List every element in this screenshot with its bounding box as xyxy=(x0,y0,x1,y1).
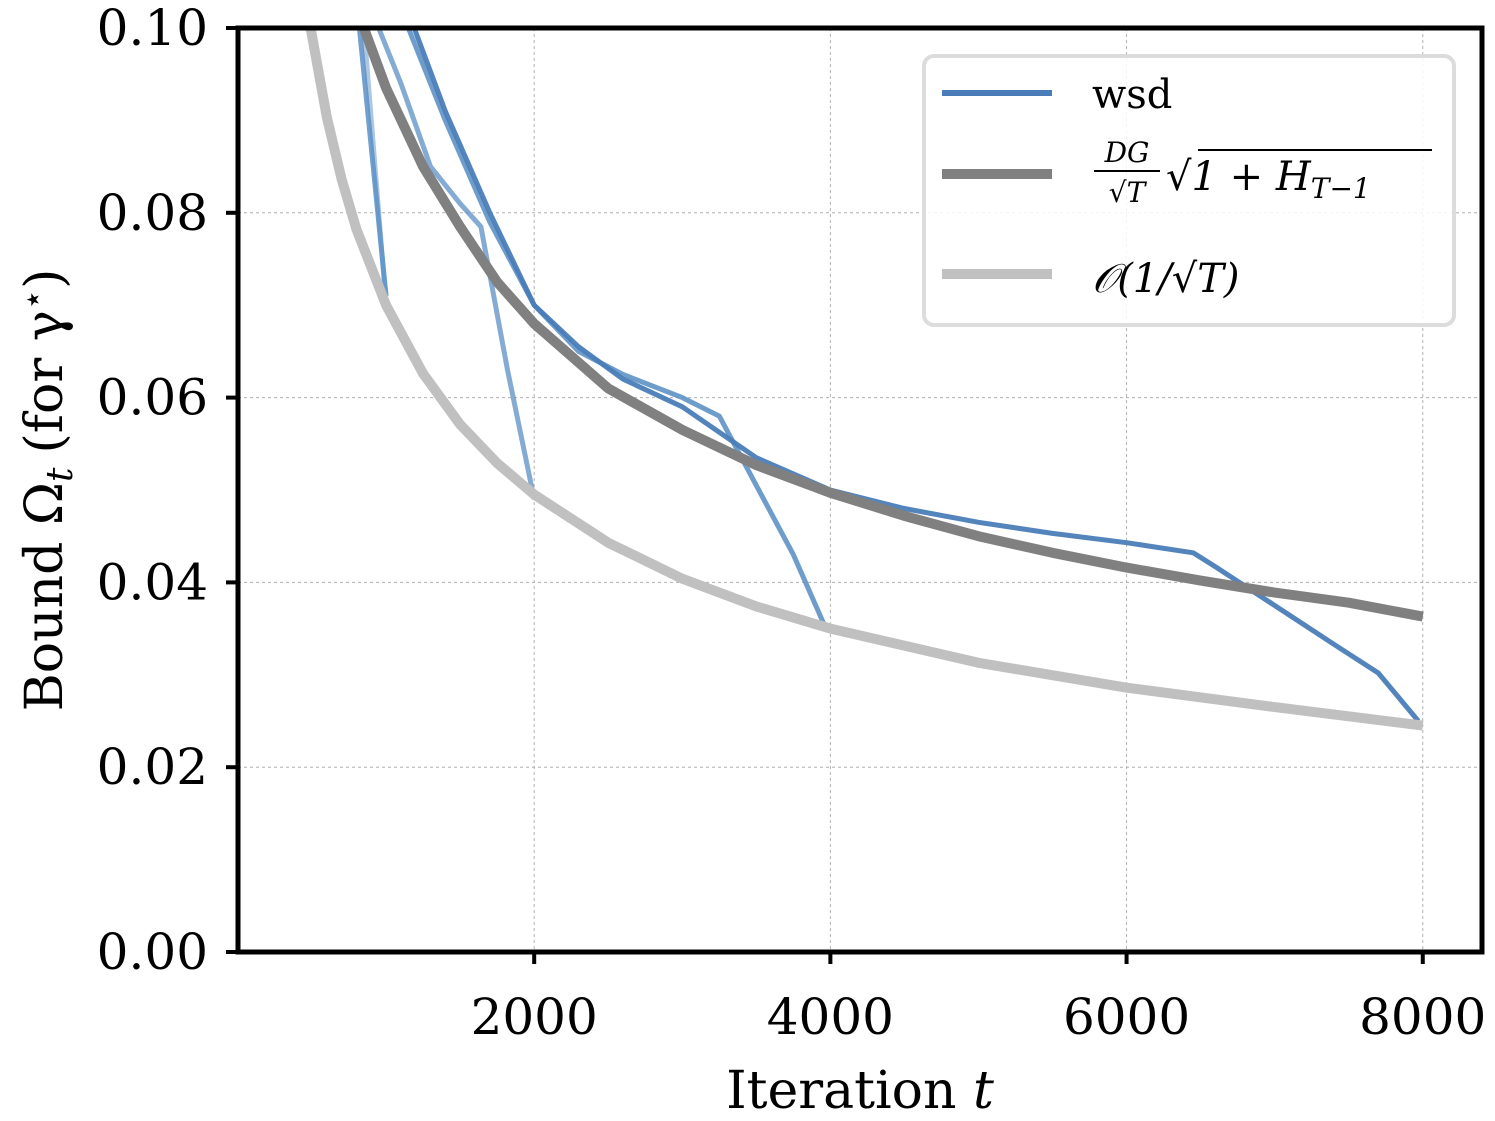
y-tick-label-0: 0.00 xyxy=(97,923,208,981)
x-tick-label-1: 4000 xyxy=(767,988,894,1046)
legend-bound-numerator: DG xyxy=(1104,136,1150,169)
legend-label-bound: DG √T √1 + HT−1 xyxy=(1094,136,1432,209)
y-tick-label-4: 0.08 xyxy=(97,184,208,242)
legend: wsd DG √T √1 + HT−1 𝒪(1/√T) xyxy=(922,54,1456,327)
legend-label-rate: 𝒪(1/√T) xyxy=(1092,256,1240,302)
x-axis-title: Iteration t xyxy=(726,1061,994,1121)
x-axis: 2000 4000 6000 8000 xyxy=(471,952,1486,1046)
legend-bound-expression: √1 + HT−1 xyxy=(1166,154,1371,205)
y-axis-title-text: Bound Ω xyxy=(15,482,75,711)
series-line-bound-5 xyxy=(359,26,1424,622)
y-axis: 0.00 0.02 0.04 0.06 0.08 0.10 xyxy=(97,0,238,981)
y-tick-label-3: 0.06 xyxy=(97,369,208,427)
y-axis-title-suffix: (for γ xyxy=(15,310,75,453)
legend-bound-expression-sub: T−1 xyxy=(1311,172,1371,205)
y-axis-title-close: ) xyxy=(15,269,75,289)
plot-frame xyxy=(235,25,1485,955)
plot-lines xyxy=(305,26,1424,731)
x-tick-label-0: 2000 xyxy=(471,988,598,1046)
x-tick-label-2: 6000 xyxy=(1063,988,1190,1046)
y-axis-title: Bound Ωt (for γ⋆) xyxy=(13,269,81,712)
series-line-wsd-3 xyxy=(405,27,829,630)
y-tick-label-5: 0.10 xyxy=(97,0,208,57)
series-line-wsd-4 xyxy=(411,27,1421,723)
legend-label-wsd: wsd xyxy=(1092,72,1172,118)
series-line-wsd-1 xyxy=(361,27,389,306)
series-line-wsd-2 xyxy=(376,27,537,500)
y-tick-label-2: 0.04 xyxy=(97,553,208,611)
series-line-rate-6 xyxy=(305,27,1424,731)
y-axis-title-sub: t xyxy=(40,467,81,482)
x-axis-title-text: Iteration xyxy=(726,1061,956,1121)
legend-bound-denominator: √T xyxy=(1109,176,1148,209)
legend-box xyxy=(922,54,1456,327)
x-axis-title-var: t xyxy=(973,1061,994,1121)
x-tick-label-3: 8000 xyxy=(1359,988,1486,1046)
y-axis-title-sup: ⋆ xyxy=(13,289,53,310)
y-tick-label-1: 0.02 xyxy=(97,738,208,796)
legend-bound-expression-main: √1 + H xyxy=(1166,154,1312,200)
